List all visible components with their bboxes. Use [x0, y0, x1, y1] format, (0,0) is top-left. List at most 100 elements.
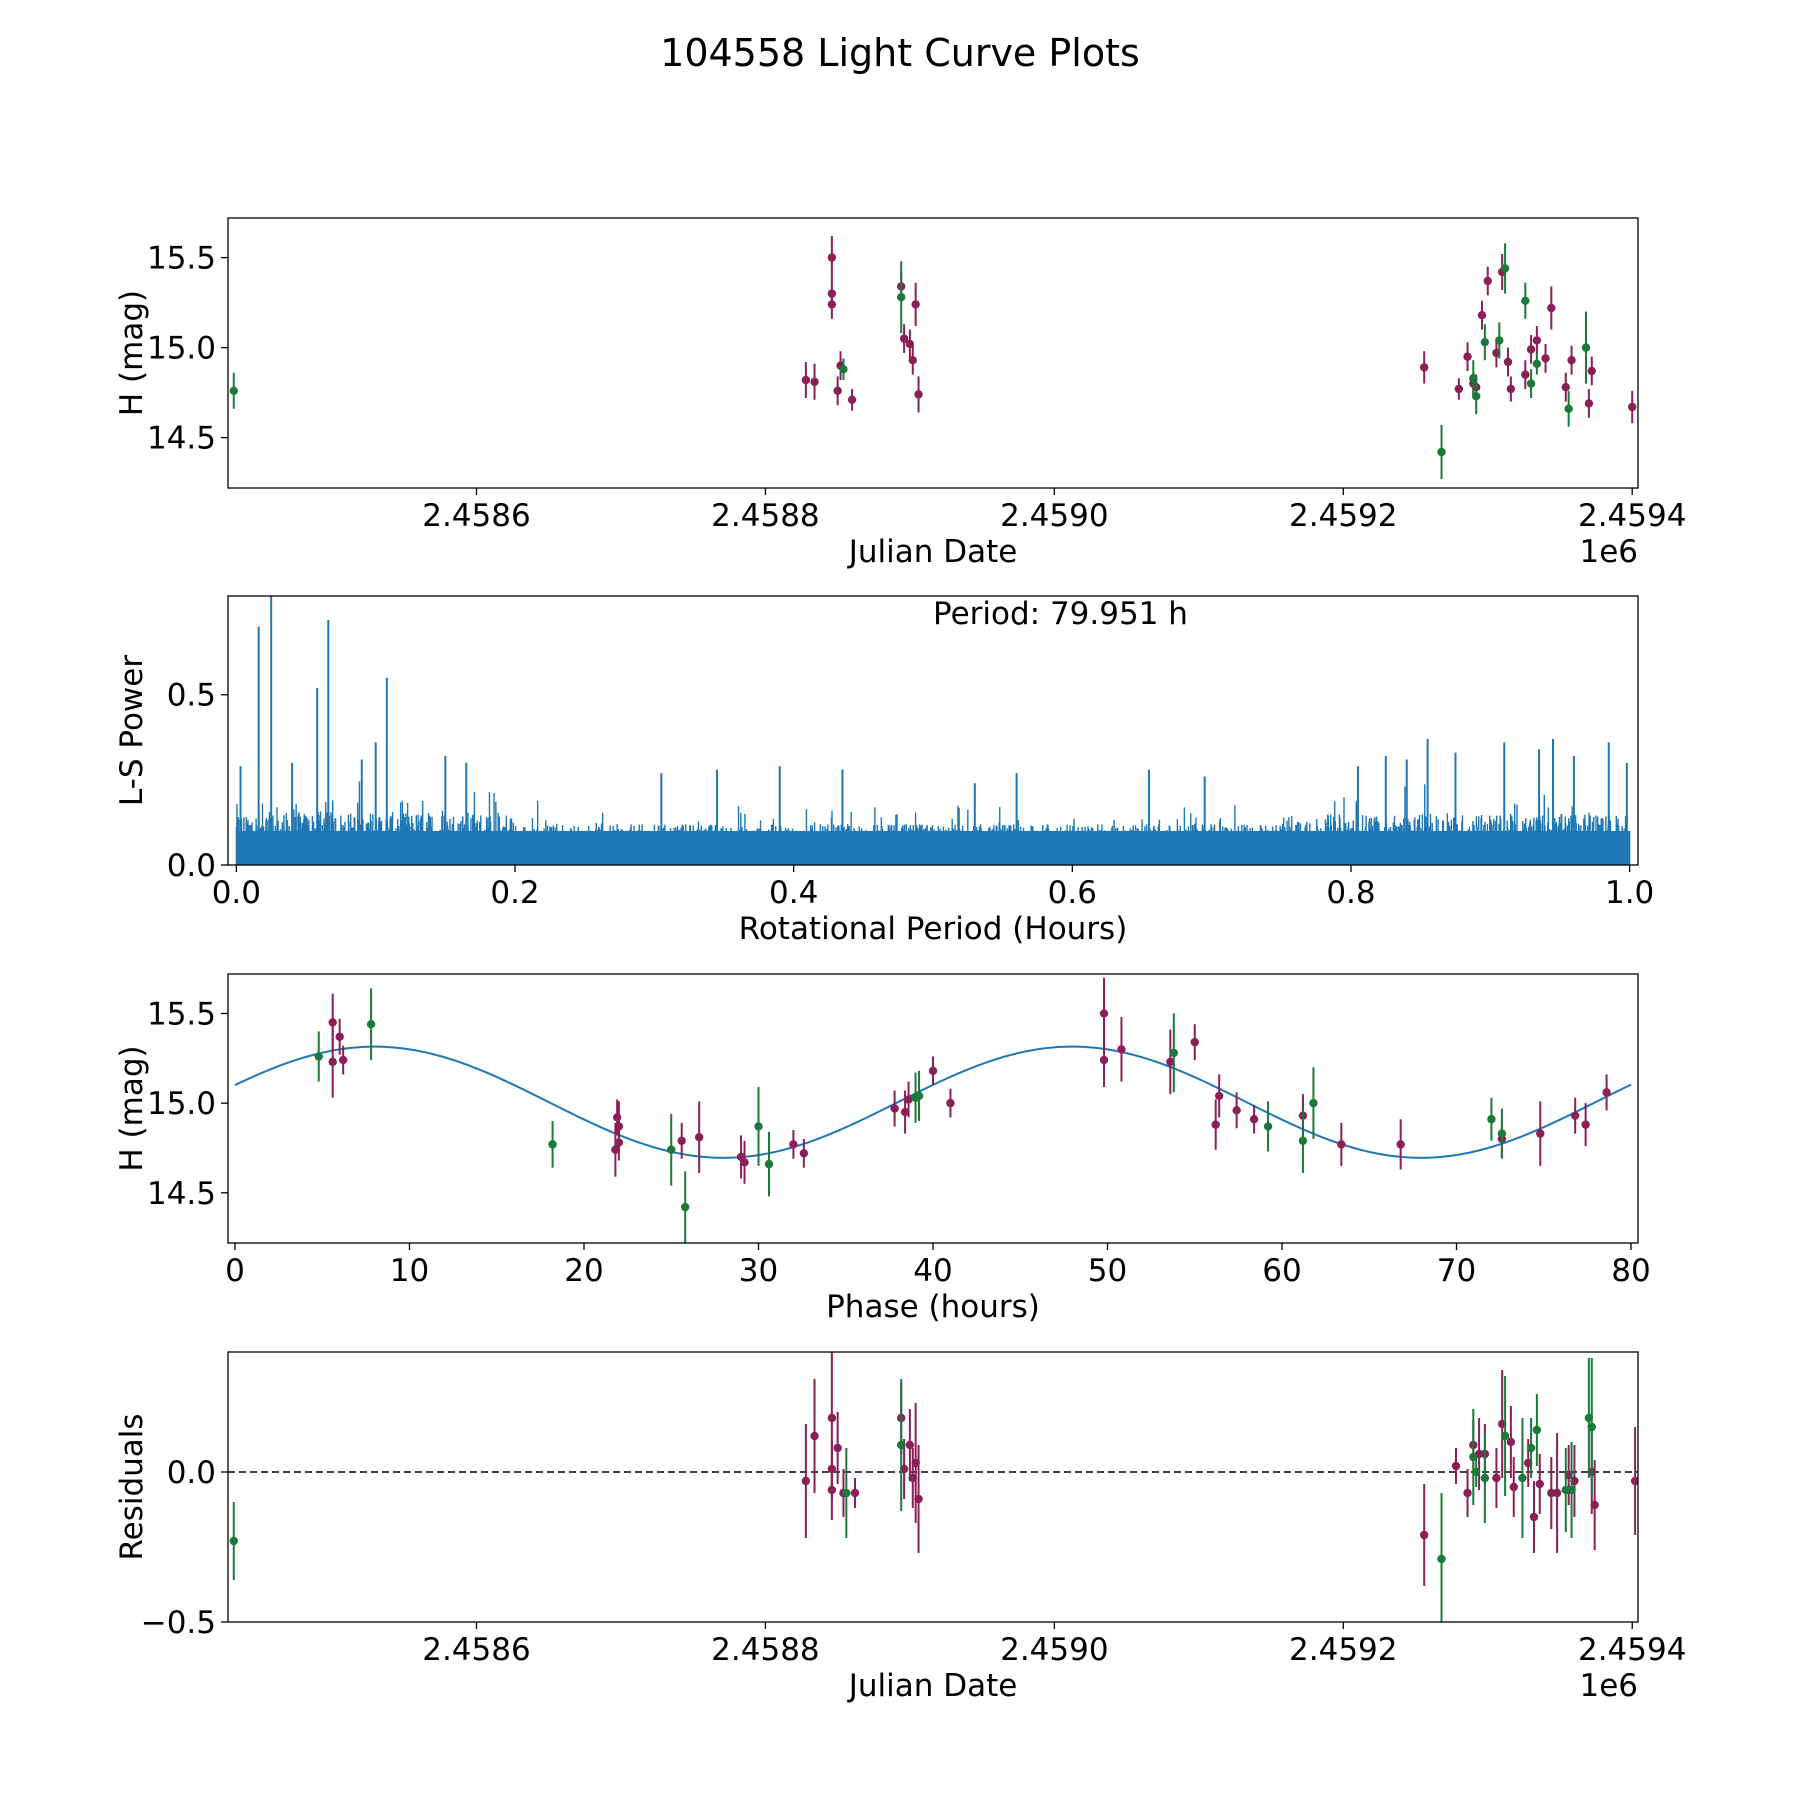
data-point	[1298, 1136, 1308, 1145]
data-point	[839, 365, 848, 374]
data-point	[1497, 1129, 1507, 1138]
data-point	[1602, 1088, 1611, 1097]
data-point	[1471, 1467, 1481, 1477]
data-point	[1581, 343, 1591, 352]
data-point	[900, 1107, 910, 1117]
data-point	[1506, 384, 1516, 394]
data-point	[740, 1158, 749, 1167]
series-green	[229, 1358, 1596, 1622]
data-point	[847, 395, 857, 404]
data-point	[810, 377, 819, 386]
data-point	[1396, 1140, 1405, 1149]
data-point	[1190, 1037, 1199, 1047]
data-point	[366, 1020, 376, 1029]
data-point	[1532, 336, 1542, 345]
data-point	[1249, 1115, 1259, 1124]
data-point	[1480, 1473, 1490, 1483]
data-point	[1561, 1485, 1570, 1495]
y-tick-label: 15.5	[147, 996, 216, 1032]
data-point	[1526, 1443, 1536, 1453]
data-point	[1561, 383, 1570, 392]
data-point	[1547, 1488, 1556, 1498]
x-tick-label: 50	[1088, 1253, 1127, 1289]
data-point	[801, 375, 811, 385]
phase-folded-panel: 0 10 20 30 40 50 60 70 80 14.5 15.0 15.5 Phase (hour…	[114, 973, 1651, 1325]
data-point	[904, 1095, 913, 1104]
x-tick-label: 0.2	[490, 875, 539, 911]
data-point	[1509, 1482, 1518, 1492]
data-point	[1483, 276, 1492, 286]
data-point	[1526, 345, 1536, 354]
data-point	[905, 1440, 915, 1450]
data-point	[1503, 357, 1513, 367]
data-point	[833, 386, 842, 395]
x-tick-label: 80	[1611, 1253, 1650, 1289]
x-tick-label: 0.6	[1048, 875, 1097, 911]
x-tick-label: 0	[225, 1253, 245, 1289]
x-tick-label: 1.0	[1605, 875, 1654, 911]
data-point	[908, 356, 917, 365]
data-point	[1532, 359, 1542, 368]
data-point	[899, 334, 909, 343]
data-point	[842, 1488, 851, 1498]
data-point	[667, 1145, 676, 1154]
data-point	[1506, 1437, 1516, 1447]
data-point	[694, 1132, 704, 1142]
residuals-panel: 2.4586 2.4588 2.4590 2.4592 2.4594 −0.5 0.0 Jul…	[114, 1351, 1686, 1704]
data-point	[1518, 1473, 1527, 1483]
x-tick-label: 2.4592	[1289, 498, 1397, 534]
y-axis-label: Residuals	[114, 1413, 150, 1560]
data-point	[897, 1440, 906, 1450]
y-tick-label: 14.5	[147, 421, 216, 457]
data-point	[789, 1140, 798, 1149]
x-offset-text: 1e6	[1579, 1668, 1638, 1704]
x-tick-label: 20	[564, 1253, 603, 1289]
x-tick-label: 2.4590	[1000, 498, 1108, 534]
series-maroon	[328, 977, 1611, 1184]
data-point	[1166, 1057, 1175, 1067]
series-maroon	[801, 1352, 1638, 1586]
data-point	[1232, 1106, 1241, 1115]
periodogram-panel: Period: 79.951 h 0.0 0.2 0.4 0.6 0.8 1.0 0.0 0.5…	[114, 595, 1654, 947]
data-point	[827, 1485, 837, 1495]
x-tick-label: 2.4592	[1289, 1632, 1397, 1668]
series-maroon	[801, 236, 1637, 424]
x-tick-label: 40	[913, 1253, 952, 1289]
data-point	[338, 1055, 348, 1065]
periodogram-dense-band	[236, 830, 1630, 865]
data-point	[1419, 363, 1429, 372]
data-point	[611, 1145, 620, 1154]
y-tick-label: −0.5	[141, 1605, 216, 1641]
data-point	[833, 1443, 842, 1453]
data-point	[1099, 1009, 1109, 1018]
plot-area	[229, 236, 1637, 479]
data-point	[1099, 1055, 1109, 1065]
data-point	[928, 1066, 938, 1076]
data-point	[1552, 1488, 1562, 1498]
x-tick-label: 0.0	[212, 875, 261, 911]
y-tick-label: 15.5	[147, 241, 216, 277]
data-point	[1584, 399, 1594, 408]
data-point	[1547, 303, 1556, 313]
data-point	[1532, 1425, 1542, 1435]
data-point	[850, 1488, 860, 1498]
plot-area	[234, 977, 1632, 1243]
y-tick-label: 0.0	[167, 1455, 216, 1491]
data-point	[328, 1018, 337, 1027]
data-point	[1628, 402, 1637, 412]
data-point	[1471, 392, 1481, 401]
data-point	[548, 1140, 557, 1149]
data-point	[1169, 1048, 1179, 1058]
data-point	[1337, 1140, 1346, 1149]
data-point	[1630, 1476, 1638, 1486]
data-point	[801, 1476, 811, 1486]
data-point	[1536, 1129, 1545, 1138]
y-axis-label: H (mag)	[114, 290, 150, 416]
axes-frame	[227, 973, 1639, 1244]
plot-area	[235, 596, 1631, 865]
x-tick-label: 0.8	[1326, 875, 1375, 911]
data-point	[1500, 264, 1510, 273]
data-point	[827, 300, 837, 309]
data-point	[1541, 354, 1550, 363]
x-tick-label: 2.4586	[422, 498, 530, 534]
